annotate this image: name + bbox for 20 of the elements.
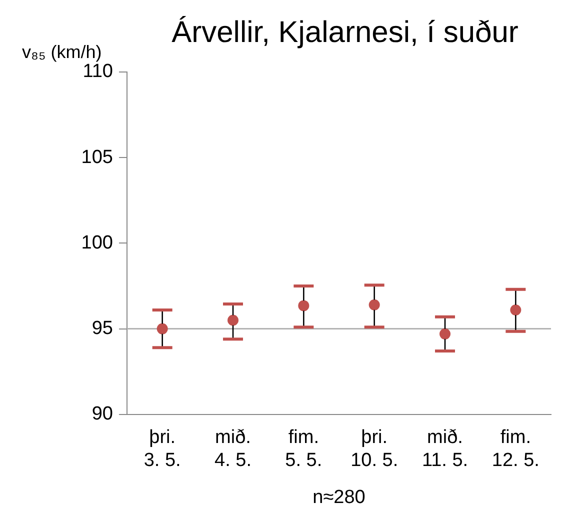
y-tick-label: 90 — [92, 404, 113, 425]
point — [510, 304, 522, 316]
point — [440, 328, 450, 340]
point — [298, 300, 310, 312]
point — [156, 323, 168, 334]
y-tick-label: 110 — [82, 61, 113, 82]
point — [228, 314, 238, 326]
point — [368, 299, 380, 310]
y-tick-label: 100 — [81, 232, 113, 254]
x-tick-label: mið. 11. 5. — [422, 427, 468, 471]
y-axis-title: v₈₅ (km/h) — [22, 42, 102, 62]
x-tick-label: þri. 10. 5. — [350, 427, 398, 471]
x-tick-label: fim. 12. 5. — [492, 427, 540, 471]
x-tick-label: mið. 4. 5. — [214, 427, 252, 471]
chart-title: Árvellir, Kjalarnesi, í suður — [172, 15, 518, 49]
y-tick-label: 105 — [81, 146, 113, 168]
x-tick-label: fim. 5. 5. — [285, 427, 322, 471]
x-axis-title: n≈280 — [312, 487, 366, 508]
x-tick-label: þri. 3. 5. — [144, 427, 181, 471]
y-tick-label: 95 — [92, 318, 113, 340]
